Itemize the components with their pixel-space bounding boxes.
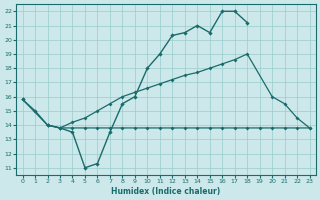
X-axis label: Humidex (Indice chaleur): Humidex (Indice chaleur)	[111, 187, 221, 196]
